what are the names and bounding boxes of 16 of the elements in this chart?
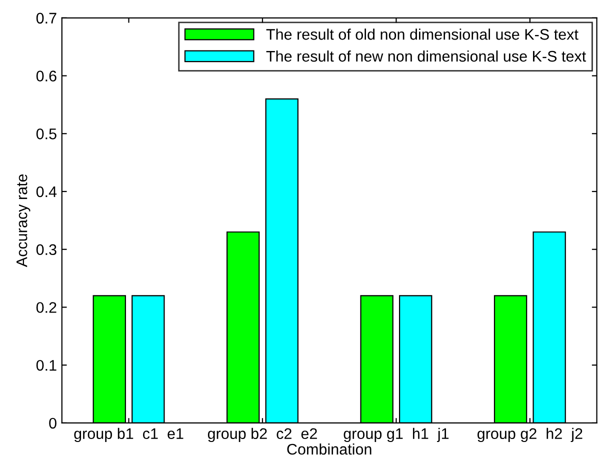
y-tick-label: 0 (49, 418, 56, 429)
y-tick-label: 0.1 (36, 360, 56, 371)
y-tick-label: 0.5 (36, 128, 56, 140)
y-tick-label: 0.6 (36, 70, 56, 82)
x-tick-label: group b1 c1 e1 (74, 428, 184, 442)
y-tick-label: 0.7 (36, 12, 56, 24)
y-tick-label: 0.3 (36, 244, 56, 256)
legend-label: The result of new non dimensional use K-S text (266, 50, 586, 62)
legend-label: The result of old non dimensional use K-S text (266, 28, 578, 40)
x-tick-label: group g1 h1 j1 (344, 428, 449, 442)
x-axis-title: Combination (287, 443, 372, 455)
y-axis-title: Accuracy rate (16, 174, 30, 268)
y-tick-label: 0.4 (36, 186, 57, 198)
x-tick-label: group b2 c2 e2 (208, 428, 317, 442)
x-tick-label: group g2 h2 j2 (477, 428, 582, 442)
y-tick-label: 0.2 (36, 302, 56, 313)
